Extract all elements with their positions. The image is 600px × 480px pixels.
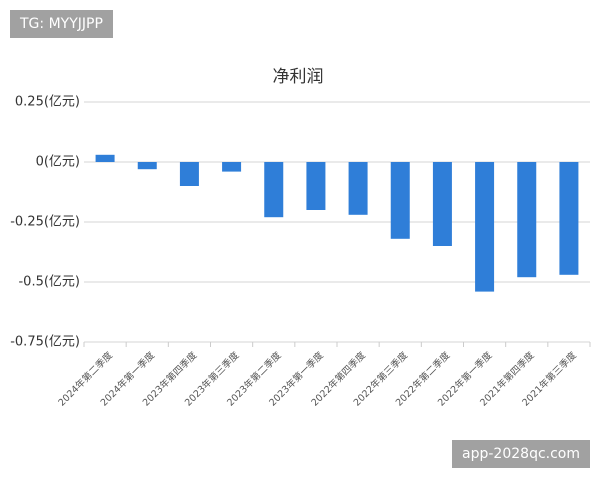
watermark: app-2028qc.com [452, 440, 590, 468]
y-tick-label: 0.25(亿元) [15, 95, 80, 110]
y-tick-label: 0(亿元) [36, 155, 80, 170]
bar [432, 162, 452, 246]
bar [306, 162, 326, 210]
bar [559, 162, 579, 275]
bar [348, 162, 368, 215]
bar [179, 162, 199, 186]
watermark: TG: MYYJJPP [10, 10, 113, 38]
bar [95, 154, 115, 162]
bar [475, 162, 495, 292]
chart-title: 净利润 [273, 67, 324, 87]
y-tick-label: -0.5(亿元) [18, 275, 80, 290]
bar [390, 162, 410, 239]
y-tick-label: -0.75(亿元) [10, 335, 80, 350]
bar [137, 162, 157, 170]
bar [222, 162, 242, 172]
bar [264, 162, 284, 218]
y-tick-label: -0.25(亿元) [10, 215, 80, 230]
bar [517, 162, 537, 278]
